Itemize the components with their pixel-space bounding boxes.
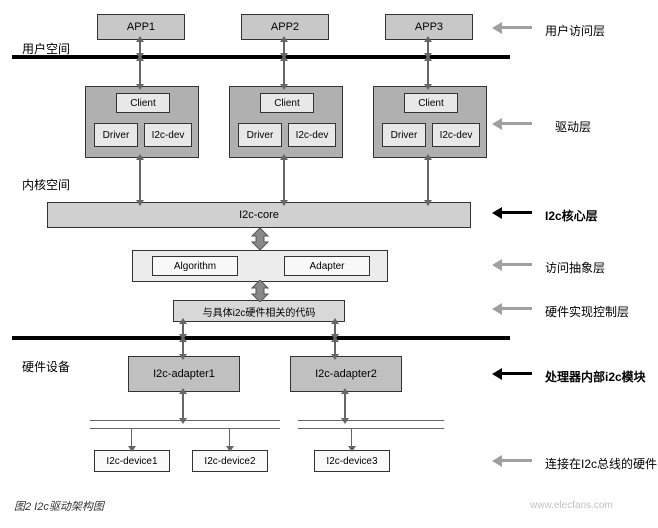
layer-arrow <box>500 307 532 310</box>
core-layer-label: I2c核心层 <box>545 207 598 224</box>
i2cdev-box: I2c-dev <box>144 123 192 147</box>
driver-box: Driver <box>238 123 282 147</box>
layer-arrow <box>500 122 532 125</box>
i2c-core-box: I2c-core <box>47 202 471 228</box>
driver-group-3: Client Driver I2c-dev <box>373 86 487 158</box>
layer-arrow <box>500 263 532 266</box>
layer-arrow-head <box>492 22 502 34</box>
arrow-down-icon <box>424 84 432 90</box>
driver-group-1: Client Driver I2c-dev <box>85 86 199 158</box>
access-abstract-label: 访问抽象层 <box>545 259 605 276</box>
connector-line <box>283 158 285 202</box>
i2c-device-3: I2c-device3 <box>314 450 390 472</box>
layer-arrow <box>500 211 532 214</box>
arrow-up-icon <box>280 154 288 160</box>
arrow-down-icon <box>226 446 234 452</box>
arrow-up-icon <box>136 55 144 61</box>
app-label: APP1 <box>127 21 155 33</box>
arrow-up-icon <box>424 55 432 61</box>
arrow-down-icon <box>136 200 144 206</box>
layer-arrow <box>500 459 532 462</box>
arrow-down-icon <box>424 200 432 206</box>
i2c-device-2: I2c-device2 <box>192 450 268 472</box>
adapter-box: Adapter <box>284 256 370 276</box>
arrow-down-icon <box>331 354 339 360</box>
i2cdev-box: I2c-dev <box>432 123 480 147</box>
driver-layer-label: 驱动层 <box>555 118 591 135</box>
i2cdev-box: I2c-dev <box>288 123 336 147</box>
arrow-up-icon <box>331 336 339 342</box>
layer-arrow-head <box>492 455 502 467</box>
arrow-up-icon <box>179 388 187 394</box>
watermark: www.elecfans.com <box>530 500 613 511</box>
i2c-device-1: I2c-device1 <box>94 450 170 472</box>
arrow-up-icon <box>179 318 187 324</box>
arrow-up-icon <box>280 55 288 61</box>
bus-line <box>298 420 444 421</box>
arrow-down-icon <box>280 200 288 206</box>
layer-arrow-head <box>492 368 502 380</box>
arrow-up-icon <box>280 36 288 42</box>
layer-arrow-head <box>492 259 502 271</box>
layer-arrow-head <box>492 118 502 130</box>
arrow-up-icon <box>136 36 144 42</box>
big-arrow-icon <box>250 228 270 250</box>
connector-line <box>427 59 429 86</box>
client-box: Client <box>260 93 314 113</box>
i2c-adapter-1: I2c-adapter1 <box>128 356 240 392</box>
bus-line <box>90 428 280 429</box>
figure-caption: 图2 I2c驱动架构图 <box>14 498 104 514</box>
layer-arrow-head <box>492 207 502 219</box>
arrow-up-icon <box>179 336 187 342</box>
arrow-down-icon <box>348 446 356 452</box>
hw-device-label: 硬件设备 <box>22 358 70 375</box>
driver-box: Driver <box>94 123 138 147</box>
driver-box: Driver <box>382 123 426 147</box>
layer-arrow-head <box>492 303 502 315</box>
arrow-up-icon <box>424 154 432 160</box>
driver-group-2: Client Driver I2c-dev <box>229 86 343 158</box>
user-kernel-divider <box>12 55 510 59</box>
i2c-adapter-2: I2c-adapter2 <box>290 356 402 392</box>
layer-arrow <box>500 372 532 375</box>
algorithm-box: Algorithm <box>152 256 238 276</box>
big-arrow-icon <box>250 280 270 302</box>
layer-arrow <box>500 26 532 29</box>
diagram-canvas: { "apps": [ {"label":"APP1","x":97,"y":1… <box>0 0 658 528</box>
arrow-down-icon <box>128 446 136 452</box>
arrow-down-icon <box>341 418 349 424</box>
connector-line <box>139 59 141 86</box>
cpu-i2c-label: 处理器内部i2c模块 <box>545 368 646 385</box>
hw-impl-label: 硬件实现控制层 <box>545 303 629 320</box>
arrow-down-icon <box>280 84 288 90</box>
connector-line <box>427 158 429 202</box>
arrow-down-icon <box>179 354 187 360</box>
app-label: APP3 <box>415 21 443 33</box>
client-box: Client <box>116 93 170 113</box>
connector-line <box>344 392 346 420</box>
kernel-hw-divider <box>12 336 510 340</box>
connector-line <box>283 59 285 86</box>
connector-line <box>182 392 184 420</box>
arrow-up-icon <box>341 388 349 394</box>
arrow-up-icon <box>136 154 144 160</box>
arrow-up-icon <box>331 318 339 324</box>
client-box: Client <box>404 93 458 113</box>
app-label: APP2 <box>271 21 299 33</box>
connector-line <box>139 158 141 202</box>
arrow-down-icon <box>136 84 144 90</box>
bus-line <box>298 428 444 429</box>
arrow-down-icon <box>179 418 187 424</box>
hw-code-box: 与具体i2c硬件相关的代码 <box>173 300 345 322</box>
bus-hw-label: 连接在I2c总线的硬件 <box>545 455 657 472</box>
kernel-space-label: 内核空间 <box>22 176 70 193</box>
arrow-up-icon <box>424 36 432 42</box>
user-access-layer-label: 用户访问层 <box>545 22 605 39</box>
